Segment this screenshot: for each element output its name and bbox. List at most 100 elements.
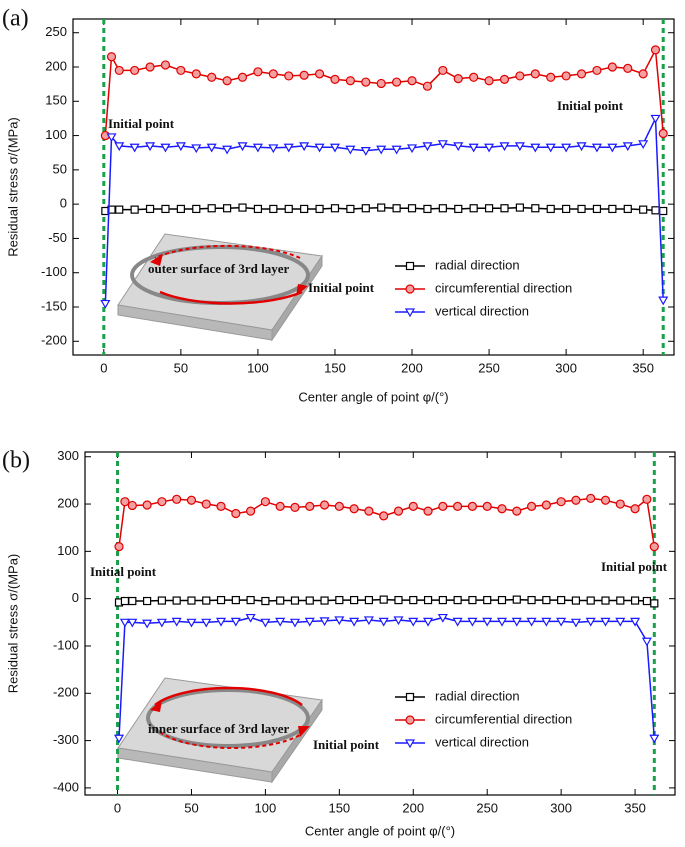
panel-label: (a) <box>2 6 29 32</box>
marker <box>649 542 659 552</box>
marker <box>438 501 448 512</box>
series-line <box>104 47 664 136</box>
marker <box>223 204 232 213</box>
marker <box>268 144 279 154</box>
marker <box>107 205 116 214</box>
marker <box>601 596 610 605</box>
marker <box>283 143 294 153</box>
marker <box>253 67 263 77</box>
legend-label: radial direction <box>435 257 520 272</box>
marker <box>330 204 340 213</box>
marker <box>129 143 140 153</box>
marker <box>577 204 586 214</box>
marker <box>335 595 344 605</box>
marker <box>630 617 641 627</box>
marker <box>186 495 197 505</box>
marker <box>512 506 522 516</box>
x-tick-label: 200 <box>402 800 424 815</box>
marker <box>642 596 652 606</box>
legend-label: vertical direction <box>435 734 529 749</box>
marker <box>641 637 652 647</box>
marker <box>269 204 278 214</box>
marker <box>527 595 536 605</box>
marker <box>437 613 448 623</box>
marker <box>361 204 370 213</box>
x-tick-label: 50 <box>184 800 198 815</box>
marker <box>207 72 217 82</box>
x-tick-label: 100 <box>255 800 277 815</box>
marker <box>299 142 310 152</box>
y-tick-label: 200 <box>45 58 67 73</box>
marker <box>586 596 595 605</box>
marker <box>334 616 345 626</box>
marker <box>379 595 388 604</box>
marker <box>571 596 581 605</box>
marker <box>157 497 167 507</box>
plot-frame <box>72 18 675 356</box>
series <box>100 45 668 141</box>
marker <box>289 618 301 628</box>
marker <box>394 595 403 605</box>
marker <box>145 204 155 214</box>
y-tick-label: 150 <box>45 93 67 108</box>
marker <box>630 596 640 605</box>
legend-marker <box>404 308 416 318</box>
marker <box>330 74 340 84</box>
marker <box>469 72 479 82</box>
marker <box>526 617 537 627</box>
marker <box>237 72 248 82</box>
annotation: Initial point <box>313 737 380 752</box>
marker <box>114 142 125 152</box>
marker <box>171 617 182 627</box>
series <box>114 493 659 552</box>
y-tick-label: 0 <box>72 590 79 605</box>
marker <box>276 596 285 605</box>
marker <box>207 204 216 213</box>
marker <box>484 143 495 153</box>
marker <box>260 497 271 507</box>
marker <box>392 204 401 213</box>
marker <box>496 617 508 627</box>
marker <box>607 143 618 153</box>
marker <box>409 595 418 605</box>
marker <box>364 595 374 605</box>
marker <box>515 71 525 81</box>
series <box>101 203 668 216</box>
marker <box>130 205 139 214</box>
marker <box>562 204 571 214</box>
marker <box>206 143 217 153</box>
marker <box>482 501 492 512</box>
marker <box>530 69 540 79</box>
x-tick-label: 350 <box>624 800 646 815</box>
marker <box>649 734 660 744</box>
marker <box>315 204 324 214</box>
marker <box>453 142 464 152</box>
x-tick-label: 250 <box>476 800 498 815</box>
x-tick-label: 150 <box>328 800 350 815</box>
x-tick-label: 100 <box>247 360 269 375</box>
marker <box>576 69 587 79</box>
marker <box>156 618 167 628</box>
marker <box>615 499 625 509</box>
marker <box>514 142 525 152</box>
marker <box>642 494 652 504</box>
marker <box>145 62 155 72</box>
legend-marker <box>405 715 415 725</box>
marker <box>261 596 270 606</box>
marker <box>142 619 153 629</box>
y-tick-label: 100 <box>57 543 79 558</box>
marker <box>423 617 434 627</box>
x-axis-label: Center angle of point φ/(°) <box>298 389 448 404</box>
marker <box>608 204 617 214</box>
marker <box>160 143 171 153</box>
marker <box>557 595 566 605</box>
y-tick-label: -100 <box>53 637 79 652</box>
marker <box>423 204 432 214</box>
marker <box>576 142 587 152</box>
marker <box>515 203 524 212</box>
marker <box>230 617 241 627</box>
marker <box>238 203 247 212</box>
y-tick-label: -200 <box>53 685 79 700</box>
legend-label: circumferential direction <box>435 711 572 726</box>
